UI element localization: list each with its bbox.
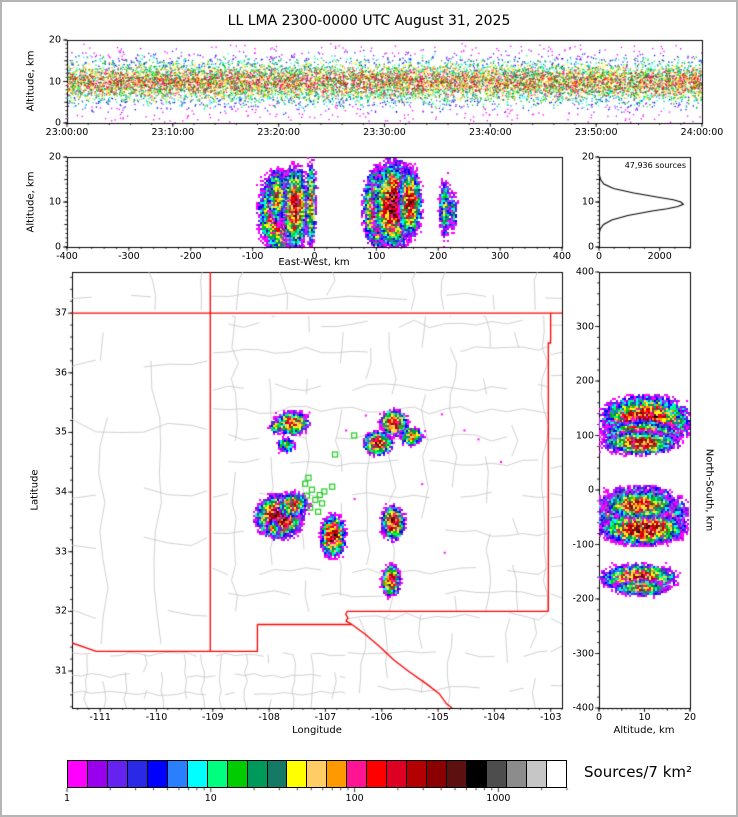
tick-label: 32 <box>54 605 67 617</box>
colorbar-cell <box>166 761 187 787</box>
time-panel-ylabel: Altitude, km <box>25 50 37 112</box>
ew-panel-ylabel: Altitude, km <box>25 171 37 233</box>
colorbar-cell <box>505 761 526 787</box>
tick-label: 20 <box>683 712 697 723</box>
colorbar-cell <box>406 761 427 787</box>
colorbar-cell <box>286 761 307 787</box>
tick-label: 23:40:00 <box>468 127 512 138</box>
tick-label: 0 <box>311 251 318 262</box>
tick-label: 400 <box>552 251 572 262</box>
colorbar-cell <box>246 761 267 787</box>
tick-label: 20 <box>48 34 61 46</box>
tick-label: 300 <box>575 321 594 332</box>
tick-label: 23:50:00 <box>574 127 618 138</box>
tick-label: 100 <box>367 251 386 262</box>
colorbar-cell <box>266 761 287 787</box>
tick-label: 36 <box>54 367 67 379</box>
tick-label: 31 <box>54 665 67 677</box>
tick-label: 0 <box>54 117 61 129</box>
tick-label: 37 <box>54 307 67 319</box>
colorbar-cell <box>226 761 247 787</box>
tick-label: 34 <box>54 486 67 498</box>
tick-label: -400 <box>572 702 594 714</box>
tick-label: -300 <box>118 251 140 262</box>
tick-label: -106 <box>370 712 393 723</box>
tick-label: 400 <box>575 266 594 278</box>
tick-label: 23:10:00 <box>151 127 195 138</box>
colorbar-cell <box>545 761 566 787</box>
colorbar-cell <box>106 761 127 787</box>
tick-label: 0 <box>54 241 61 253</box>
source-count: 47,936 sources <box>624 161 686 170</box>
colorbar-cell <box>446 761 467 787</box>
tick-label: 0 <box>587 484 594 496</box>
colorbar-cell <box>186 761 207 787</box>
tick-label: 100 <box>575 430 594 441</box>
tick-label: -110 <box>145 712 168 723</box>
tick-label: 1 <box>63 793 71 804</box>
tick-label: -104 <box>483 712 506 723</box>
tick-label: 23:20:00 <box>257 127 300 138</box>
figure-title: LL LMA 2300-0000 UTC August 31, 2025 <box>227 13 511 29</box>
colorbar-cell <box>326 761 347 787</box>
tick-label: 24:00:00 <box>680 127 724 138</box>
colorbar-cell <box>426 761 447 787</box>
colorbar-cell <box>525 761 546 787</box>
colorbar-cell <box>126 761 147 787</box>
tick-label: -300 <box>572 648 594 659</box>
ns-panel-xlabel: Altitude, km <box>613 725 675 736</box>
tick-label: -200 <box>572 593 594 605</box>
colorbar-cell <box>86 761 107 787</box>
colorbar-cell <box>346 761 367 787</box>
tick-label: -109 <box>202 712 224 723</box>
colorbar <box>67 760 567 788</box>
tick-label: 2000 <box>647 251 672 262</box>
tick-label: 0 <box>587 241 594 253</box>
tick-label: 10 <box>204 793 217 804</box>
tick-label: 300 <box>491 251 510 262</box>
tick-label: -105 <box>427 712 449 723</box>
tick-label: -100 <box>572 539 594 550</box>
tick-label: -100 <box>241 251 264 262</box>
tick-label: 100 <box>345 793 364 804</box>
map-xlabel: Longitude <box>292 725 342 736</box>
ew-panel-xlabel: East-West, km <box>278 257 350 268</box>
colorbar-cell <box>486 761 506 787</box>
tick-label: -107 <box>314 712 337 723</box>
tick-label: 23:00:00 <box>45 127 89 138</box>
tick-label: 10 <box>638 712 651 723</box>
tick-label: -111 <box>89 712 111 723</box>
tick-label: 1000 <box>486 793 511 804</box>
tick-label: 20 <box>581 151 594 163</box>
ns-panel-ylabel: North-South, km <box>703 448 715 532</box>
tick-label: 23:30:00 <box>363 127 406 138</box>
colorbar-cell <box>146 761 167 787</box>
colorbar-cell <box>386 761 407 787</box>
tick-label: -103 <box>539 712 562 723</box>
tick-label: 33 <box>54 546 67 558</box>
tick-label: 0 <box>595 251 603 262</box>
tick-label: 10 <box>48 76 61 87</box>
map-ylabel: Latitude <box>29 469 41 511</box>
colorbar-cell <box>306 761 327 787</box>
tick-label: -400 <box>56 251 78 262</box>
tick-label: 200 <box>429 251 448 262</box>
tick-label: 0 <box>595 712 603 723</box>
colorbar-cell <box>206 761 227 787</box>
tick-label: 10 <box>581 196 594 208</box>
colorbar-cell <box>68 761 87 787</box>
colorbar-label: Sources/7 km² <box>584 763 693 781</box>
tick-label: 20 <box>48 151 61 163</box>
colorbar-cell <box>466 761 487 787</box>
tick-label: -200 <box>179 251 202 262</box>
tick-label: 200 <box>575 375 594 387</box>
tick-label: -108 <box>258 712 280 723</box>
tick-label: 35 <box>54 426 67 438</box>
colorbar-cell <box>366 761 387 787</box>
tick-label: 10 <box>48 196 61 208</box>
